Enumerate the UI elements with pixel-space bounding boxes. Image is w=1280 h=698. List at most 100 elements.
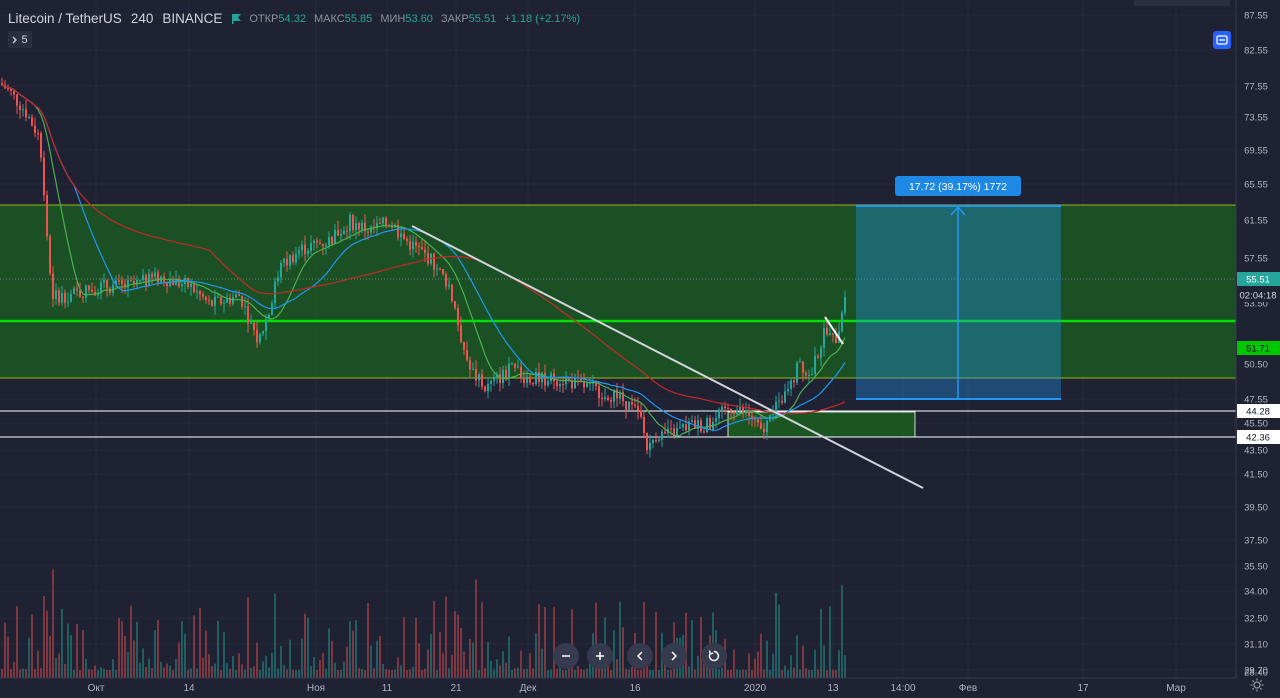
candle-body: [517, 366, 519, 368]
candle-body: [259, 333, 261, 343]
scroll-left-button[interactable]: [627, 643, 653, 669]
candle-body: [61, 292, 63, 303]
candle-body: [316, 240, 318, 243]
time-tick: Фев: [959, 683, 977, 694]
candle-body: [433, 253, 435, 270]
candle-body: [724, 406, 726, 409]
candle-body: [652, 440, 654, 443]
candle-body: [190, 283, 192, 288]
volume-bar: [583, 669, 585, 678]
volume-bar: [112, 658, 114, 678]
volume-bar: [496, 659, 498, 678]
volume-bar: [403, 617, 405, 678]
scroll-right-button[interactable]: [661, 643, 687, 669]
candle-body: [178, 278, 180, 287]
volume-bar: [619, 601, 621, 678]
volume-bar: [622, 627, 624, 678]
volume-bar: [823, 645, 825, 678]
reset-chart-button[interactable]: [701, 643, 727, 669]
candle-body: [538, 372, 540, 383]
short-trendline: [824, 316, 844, 345]
zoom-in-button[interactable]: [587, 643, 613, 669]
interval-label[interactable]: 240: [130, 11, 154, 26]
candle-body: [574, 377, 576, 389]
volume-bar: [97, 669, 99, 678]
volume-bar: [256, 642, 258, 678]
flag-icon[interactable]: [232, 13, 242, 24]
candle-body: [427, 252, 429, 264]
volume-bar: [490, 660, 492, 678]
volume-bar: [607, 660, 609, 678]
volume-bar: [199, 607, 201, 678]
candle-body: [49, 236, 51, 274]
volume-bar: [796, 635, 798, 678]
price-tick: 31.10: [1244, 640, 1268, 651]
candle-body: [751, 415, 753, 420]
candle-body: [508, 363, 510, 378]
candle-body: [28, 117, 30, 119]
candle-body: [295, 253, 297, 263]
candle-body: [250, 322, 252, 324]
time-tick: Ноя: [307, 683, 325, 694]
candle-body: [193, 283, 195, 293]
candle-body: [685, 424, 687, 431]
volume-bar: [586, 668, 588, 678]
volume-bar: [337, 669, 339, 678]
volume-bar: [58, 653, 60, 678]
candle-body: [277, 277, 279, 282]
price-tick: 43.50: [1244, 446, 1268, 457]
ohlc-values: ОТКР54.32 МАКС55.85 МИН53.60 ЗАКР55.51 +…: [249, 13, 580, 25]
time-axis-bg: [0, 678, 1280, 698]
indicators-count: 5: [21, 33, 28, 46]
plus-icon: [596, 652, 604, 660]
candle-body: [112, 284, 114, 293]
volume-bar: [316, 669, 318, 678]
object-tree-button[interactable]: [1213, 31, 1231, 49]
candle-body: [22, 109, 24, 111]
candle-body: [142, 275, 144, 280]
volume-bar: [697, 655, 699, 678]
volume-bar: [595, 602, 597, 678]
candle-body: [493, 376, 495, 381]
candle-body: [385, 217, 387, 226]
volume-bar: [64, 663, 66, 678]
price-tick: 45.50: [1244, 419, 1268, 430]
level-2-tag: 44.28: [1246, 407, 1270, 418]
zoom-out-button[interactable]: [553, 643, 579, 669]
time-tick: 14:00: [890, 683, 915, 694]
candle-body: [841, 312, 843, 332]
volume-bar: [493, 669, 495, 678]
volume-bar: [694, 669, 696, 678]
symbol-name[interactable]: Litecoin / TetherUS: [8, 11, 122, 26]
time-tick: 2020: [744, 683, 767, 694]
volume-bar: [766, 640, 768, 678]
candle-body: [196, 291, 198, 293]
candle-body: [367, 231, 369, 233]
volume-bar: [136, 621, 138, 678]
price-tick: 57.55: [1244, 254, 1268, 265]
volume-bar: [322, 653, 324, 678]
settings-gear-icon[interactable]: [1250, 678, 1264, 692]
candle-body: [298, 250, 300, 254]
volume-bar: [820, 608, 822, 678]
volume-bar: [307, 617, 309, 678]
volume-bar: [31, 614, 33, 678]
indicators-collapse-button[interactable]: 5: [8, 31, 32, 48]
time-tick: Дек: [520, 683, 537, 694]
ma-fast-line: [1, 84, 846, 437]
volume-bar: [589, 656, 591, 678]
volume-bar: [208, 654, 210, 678]
volume-bar: [88, 669, 90, 678]
candle-body: [382, 217, 384, 224]
candle-body: [646, 433, 648, 451]
volume-bar: [358, 668, 360, 678]
candle-body: [661, 431, 663, 440]
volume-bar: [397, 657, 399, 678]
volume-bar: [463, 651, 465, 678]
volume-bar: [382, 664, 384, 678]
volume-bar: [430, 634, 432, 678]
candle-body: [748, 410, 750, 416]
reset-icon: [708, 650, 720, 662]
volume-bar: [91, 669, 93, 678]
